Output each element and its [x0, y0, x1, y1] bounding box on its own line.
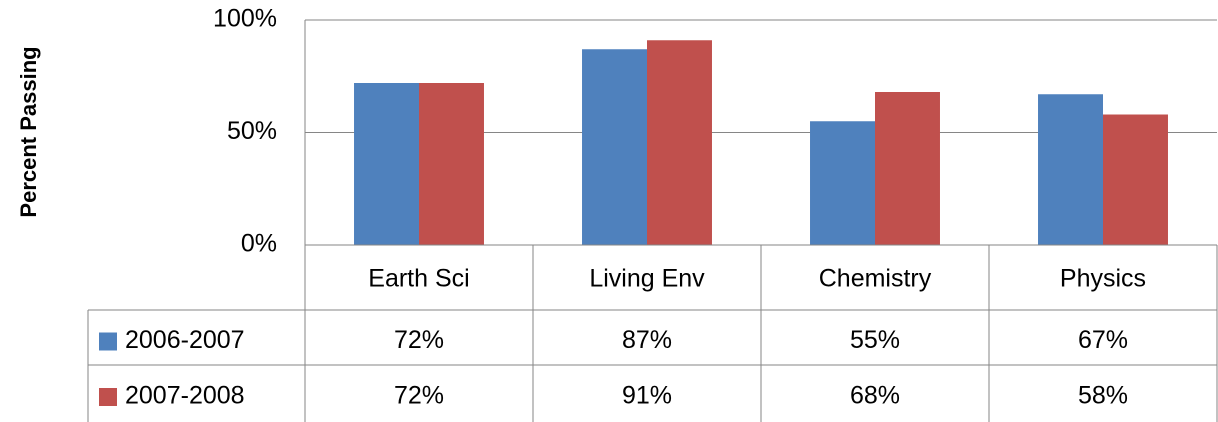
- legend-swatch: [99, 332, 117, 351]
- table-value: 55%: [850, 326, 900, 354]
- table-value: 72%: [394, 382, 444, 410]
- category-label: Chemistry: [819, 265, 932, 293]
- legend-swatch: [99, 388, 117, 406]
- table-value: 87%: [622, 326, 672, 354]
- table-value: 68%: [850, 382, 900, 410]
- bar: [354, 83, 419, 245]
- legend-label: 2007-2008: [125, 382, 245, 410]
- table-value: 58%: [1078, 382, 1128, 410]
- bar: [1103, 114, 1168, 245]
- bar: [1038, 94, 1103, 245]
- y-tick-label: 100%: [213, 5, 277, 33]
- bar: [875, 92, 940, 245]
- y-axis-title: Percent Passing: [16, 46, 41, 217]
- legend-label: 2006-2007: [125, 326, 245, 354]
- table-value: 67%: [1078, 326, 1128, 354]
- bar: [582, 49, 647, 245]
- table-value: 72%: [394, 326, 444, 354]
- category-label: Living Env: [589, 265, 705, 293]
- category-label: Physics: [1060, 265, 1146, 293]
- y-tick-label: 50%: [227, 117, 277, 145]
- category-label: Earth Sci: [368, 265, 469, 293]
- bar: [419, 83, 484, 245]
- bar: [810, 121, 875, 245]
- table-value: 91%: [622, 382, 672, 410]
- bar: [647, 40, 712, 245]
- y-tick-label: 0%: [241, 230, 277, 258]
